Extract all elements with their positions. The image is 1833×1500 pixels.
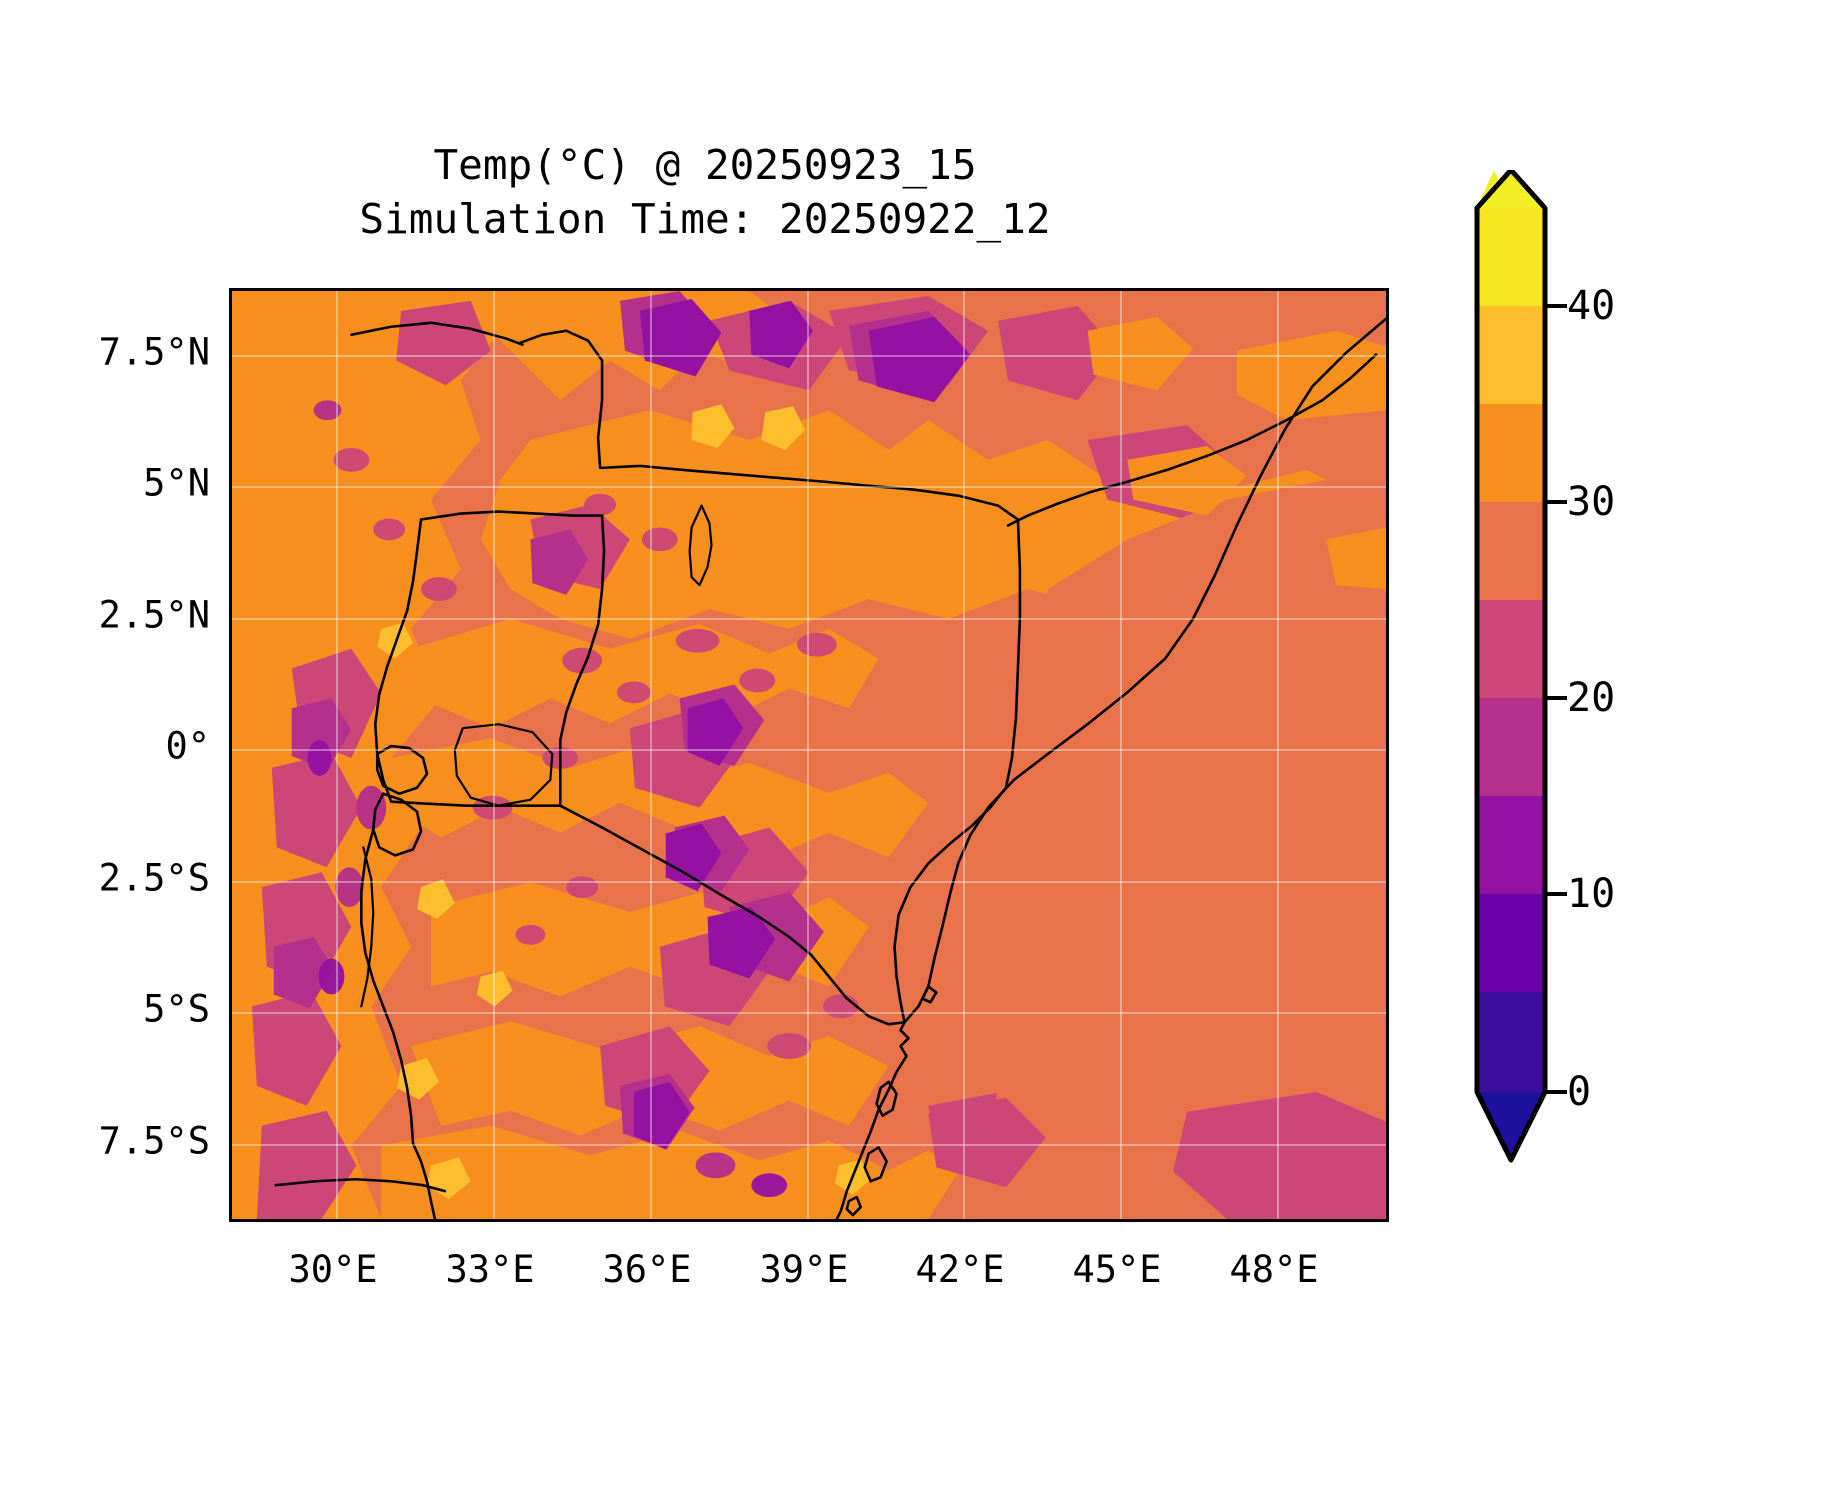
xtick-label-3: 39°E — [759, 1248, 849, 1291]
gridline-lat-7p5n — [232, 355, 1386, 357]
colorbar-tick-10: 10 — [1567, 871, 1616, 917]
ytick-label-0: 7.5°N — [98, 330, 210, 374]
ytick-label-6: 7.5°S — [98, 1119, 210, 1163]
gridline-lat-2p5n — [232, 618, 1386, 620]
xtick-label-1: 33°E — [445, 1248, 535, 1291]
ytick-label-2: 2.5°N — [98, 593, 210, 637]
gridline-lon-42 — [963, 291, 965, 1219]
xtick-label-4: 42°E — [915, 1248, 1005, 1291]
xtick-label-6: 48°E — [1229, 1248, 1319, 1291]
colorbar-tick-30: 30 — [1567, 479, 1616, 525]
xtick-label-2: 36°E — [602, 1248, 692, 1291]
gridline-lon-36 — [650, 291, 652, 1219]
title-line-1: Temp(°C) @ 20250923_15 — [433, 141, 977, 189]
map-plot-area[interactable] — [229, 288, 1389, 1222]
colorbar-tick-40: 40 — [1567, 283, 1616, 329]
ytick-label-5: 5°S — [143, 987, 210, 1031]
colorbar-ticks — [1545, 304, 1567, 1094]
chart-title: Temp(°C) @ 20250923_15 Simulation Time: … — [0, 138, 1410, 246]
latitude-axis: 7.5°N 5°N 2.5°N 0° 2.5°S 5°S 7.5°S — [60, 288, 210, 1222]
gridline-lat-0 — [232, 749, 1386, 751]
gridline-lat-5s — [232, 1012, 1386, 1014]
ytick-label-1: 5°N — [143, 461, 210, 505]
gridline-lon-30 — [336, 291, 338, 1219]
ytick-label-4: 2.5°S — [98, 856, 210, 900]
gridline-lon-48 — [1277, 291, 1279, 1219]
gridline-lat-5n — [232, 486, 1386, 488]
gridline-lon-45 — [1120, 291, 1122, 1219]
gridline-lon-33 — [493, 291, 495, 1219]
colorbar-gradient — [1474, 170, 1567, 1163]
colorbar-bands — [1477, 170, 1545, 1160]
colorbar[interactable]: 40 30 20 10 0 — [1455, 170, 1785, 1170]
title-line-2: Simulation Time: 20250922_12 — [359, 195, 1051, 243]
temperature-contour-field — [232, 291, 1386, 1219]
xtick-label-5: 45°E — [1072, 1248, 1162, 1291]
country-borders — [274, 317, 1386, 1219]
ytick-label-3: 0° — [165, 724, 210, 768]
gridline-lat-7p5s — [232, 1144, 1386, 1146]
gridline-lon-39 — [807, 291, 809, 1219]
longitude-axis: 30°E 33°E 36°E 39°E 42°E 45°E 48°E — [229, 1222, 1389, 1302]
gridline-lat-2p5s — [232, 881, 1386, 883]
colorbar-tick-0: 0 — [1567, 1069, 1592, 1115]
xtick-label-0: 30°E — [288, 1248, 378, 1291]
colorbar-tick-20: 20 — [1567, 675, 1616, 721]
